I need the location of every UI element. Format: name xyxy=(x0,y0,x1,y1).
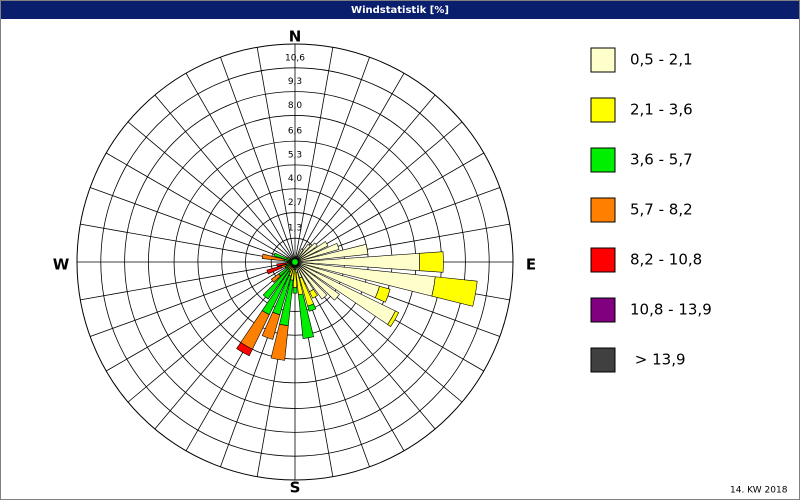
legend-label: 3,6 - 5,7 xyxy=(630,151,693,169)
center-dot xyxy=(291,258,299,266)
wind-segment xyxy=(294,261,328,300)
legend-label: > 13,9 xyxy=(630,351,686,369)
radial-grid xyxy=(154,94,296,263)
wind-segment xyxy=(418,251,444,273)
wind-segment xyxy=(294,243,311,263)
radial-grid xyxy=(256,47,296,263)
ring-label: 2,7 xyxy=(288,198,302,208)
wind-segment xyxy=(294,242,340,263)
legend-label: 10,8 - 13,9 xyxy=(630,301,712,319)
wind-segment xyxy=(292,287,298,294)
legend-swatch xyxy=(590,147,616,173)
wind-segment xyxy=(309,288,318,299)
compass-label: E xyxy=(526,256,536,274)
wind-segment xyxy=(307,303,317,312)
radial-grid xyxy=(294,47,334,263)
legend-swatch xyxy=(590,47,616,73)
wind-segment xyxy=(294,241,329,263)
ring-label: 1,3 xyxy=(288,224,302,234)
radial-grid xyxy=(185,73,296,263)
radial-grid xyxy=(294,121,463,263)
wind-segment xyxy=(294,261,340,301)
ring-label: 5,3 xyxy=(288,150,302,160)
wind-segment xyxy=(270,273,281,283)
ring-label: 4,0 xyxy=(288,174,303,184)
footer: 14. KW 2018 xyxy=(730,486,788,496)
radial-grid xyxy=(220,57,296,263)
wind-segment xyxy=(294,243,369,263)
wind-segment xyxy=(294,242,318,263)
radial-grid xyxy=(294,73,405,263)
ring-label: 8,0 xyxy=(288,101,303,111)
radial-grid xyxy=(127,261,296,403)
radial-grid xyxy=(127,121,296,263)
ring-label: 10,6 xyxy=(285,53,305,63)
legend-label: 2,1 - 3,6 xyxy=(630,101,693,119)
legend-label: 0,5 - 2,1 xyxy=(630,51,693,69)
wind-segment xyxy=(276,262,287,267)
radial-grid xyxy=(294,57,370,263)
radial-grid xyxy=(106,261,296,372)
compass-label: W xyxy=(53,256,70,274)
ring-label: 6,6 xyxy=(288,127,303,137)
legend: 0,5 - 2,1 2,1 - 3,6 3,6 - 5,7 5,7 - 8,2 8,2 … xyxy=(590,47,712,373)
compass-label: N xyxy=(289,28,302,46)
plot: 1,3 2,7 4,0 5,3 6,6 8,0 9,3 10,6 N E S W xyxy=(53,28,536,497)
wind-segment xyxy=(236,342,253,357)
wind-segment xyxy=(286,256,293,261)
legend-swatch xyxy=(590,197,616,223)
radial-grid xyxy=(90,187,296,263)
wind-segment xyxy=(431,276,478,307)
radial-grid xyxy=(106,152,296,263)
radial-grid xyxy=(80,261,296,301)
legend-swatch xyxy=(590,347,616,373)
chart-title: Windstatistik [%] xyxy=(351,5,449,16)
wind-segment xyxy=(298,293,314,339)
radial-grid xyxy=(80,223,296,263)
wind-segment xyxy=(270,323,289,361)
wind-segment xyxy=(387,310,400,327)
legend-swatch xyxy=(590,297,616,323)
radial-grid xyxy=(294,94,436,263)
legend-label: 8,2 - 10,8 xyxy=(630,251,702,269)
wind-segment xyxy=(374,285,391,303)
wind-segment xyxy=(266,265,283,275)
legend-swatch xyxy=(590,247,616,273)
wind-segment xyxy=(261,311,281,340)
compass-label: S xyxy=(290,479,301,497)
radial-grid xyxy=(90,261,296,337)
legend-label: 5,7 - 8,2 xyxy=(630,201,693,219)
wind-segment xyxy=(261,253,285,262)
wind-segment xyxy=(284,264,291,269)
wind-segment xyxy=(273,252,291,261)
wind-segment xyxy=(262,268,291,300)
legend-swatch xyxy=(590,97,616,123)
title-bar xyxy=(1,1,799,19)
ring-label: 9,3 xyxy=(288,77,302,87)
